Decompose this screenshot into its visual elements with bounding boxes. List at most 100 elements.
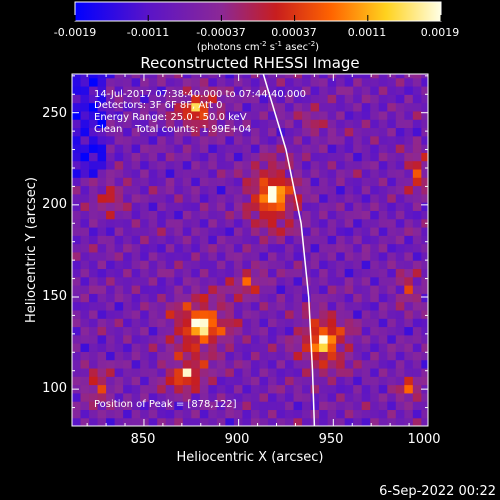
colorbar-tick-label: -0.0011: [127, 26, 169, 39]
heatmap-cell: [250, 210, 261, 220]
heatmap-cell: [378, 384, 388, 394]
heatmap-cell: [336, 309, 346, 319]
heatmap-cell: [344, 226, 354, 236]
heatmap-cell: [233, 110, 244, 120]
heatmap-cell: [336, 110, 346, 120]
heatmap-cell: [336, 318, 346, 328]
heatmap-cell: [285, 94, 295, 104]
heatmap-cell: [199, 110, 209, 120]
heatmap-cell: [72, 144, 82, 153]
heatmap-cell: [191, 334, 201, 344]
heatmap-cell: [319, 74, 329, 79]
heatmap-cell: [293, 343, 303, 352]
heatmap-cell: [165, 218, 175, 228]
heatmap-cell: [387, 326, 397, 336]
heatmap-cell: [378, 392, 388, 402]
heatmap-cell: [106, 119, 116, 129]
heatmap-cell: [361, 202, 371, 211]
heatmap-cell: [412, 74, 422, 79]
heatmap-cell: [165, 226, 175, 236]
heatmap-cell: [378, 160, 388, 170]
heatmap-cell: [370, 384, 380, 394]
heatmap-cell: [378, 110, 388, 120]
heatmap-cell: [72, 417, 82, 426]
heatmap-cell: [140, 334, 150, 344]
heatmap-cell: [242, 301, 252, 311]
heatmap-cell: [89, 235, 99, 245]
heatmap-cell: [336, 202, 346, 211]
heatmap-cell: [421, 177, 428, 187]
heatmap-cell: [387, 251, 397, 261]
heatmap-cell: [370, 85, 380, 95]
heatmap-cell: [378, 301, 388, 311]
heatmap-cell: [97, 110, 107, 120]
heatmap-cell: [165, 74, 175, 79]
heatmap-cell: [412, 367, 422, 377]
heatmap-cell: [412, 343, 422, 352]
heatmap-cell: [336, 293, 346, 303]
heatmap-cell: [182, 202, 192, 211]
heatmap-cell: [319, 177, 329, 187]
heatmap-cell: [131, 226, 141, 236]
heatmap-cell: [191, 251, 201, 261]
heatmap-cell: [259, 326, 269, 336]
annotation-clean-counts: Clean Total counts: 1.99E+04: [94, 124, 251, 135]
heatmap-cell: [182, 85, 192, 95]
heatmap-cell: [293, 367, 303, 377]
heatmap-cell: [404, 94, 414, 104]
heatmap-cell: [327, 276, 337, 286]
heatmap-cell: [148, 185, 158, 195]
heatmap-cell: [293, 285, 303, 294]
heatmap-cell: [412, 177, 422, 187]
colorbar-tick-label: 0.0011: [348, 26, 387, 39]
heatmap-cell: [233, 293, 244, 303]
heatmap-cell: [191, 202, 201, 211]
heatmap-cell: [267, 268, 278, 278]
heatmap-cell: [157, 152, 167, 162]
heatmap-cell: [182, 177, 192, 187]
heatmap-cell: [80, 359, 90, 369]
heatmap-cell: [370, 367, 380, 377]
heatmap-cell: [370, 343, 380, 352]
heatmap-cell: [293, 351, 303, 361]
heatmap-cell: [174, 417, 184, 426]
heatmap-cell: [157, 359, 167, 369]
heatmap-cell: [89, 110, 99, 120]
heatmap-cell: [387, 119, 397, 129]
heatmap-cell: [395, 376, 405, 386]
heatmap-cell: [319, 285, 329, 294]
heatmap-cell: [80, 276, 90, 286]
heatmap-cell: [327, 94, 337, 104]
heatmap-cell: [165, 384, 175, 394]
heatmap-cell: [148, 127, 158, 137]
heatmap-cell: [327, 334, 337, 344]
heatmap-cell: [191, 177, 201, 187]
heatmap-cell: [378, 85, 388, 95]
heatmap-cell: [395, 401, 405, 411]
heatmap-cell: [412, 293, 422, 303]
heatmap-cell: [216, 309, 226, 319]
heatmap-cell: [395, 85, 405, 95]
heatmap-cell: [370, 144, 380, 153]
heatmap-cell: [72, 168, 82, 178]
heatmap-cell: [378, 77, 388, 87]
render-timestamp: 6-Sep-2022 00:22: [379, 484, 496, 499]
heatmap-cell: [157, 326, 167, 336]
heatmap-cell: [302, 202, 312, 211]
heatmap-cell: [361, 127, 371, 137]
heatmap-cell: [97, 251, 107, 261]
heatmap-cell: [250, 77, 261, 87]
heatmap-cell: [216, 135, 226, 145]
heatmap-cell: [72, 160, 82, 170]
heatmap-cell: [140, 260, 150, 270]
heatmap-cell: [106, 152, 116, 162]
heatmap-cell: [208, 135, 218, 145]
heatmap-cell: [242, 168, 252, 178]
heatmap-cell: [242, 260, 252, 270]
annotation-peak-position: Position of Peak = [878,122]: [94, 399, 237, 410]
heatmap-cell: [319, 318, 329, 328]
heatmap-cell: [72, 177, 82, 187]
heatmap-cell: [370, 401, 380, 411]
heatmap-cell: [319, 168, 329, 178]
heatmap-cell: [259, 202, 269, 211]
